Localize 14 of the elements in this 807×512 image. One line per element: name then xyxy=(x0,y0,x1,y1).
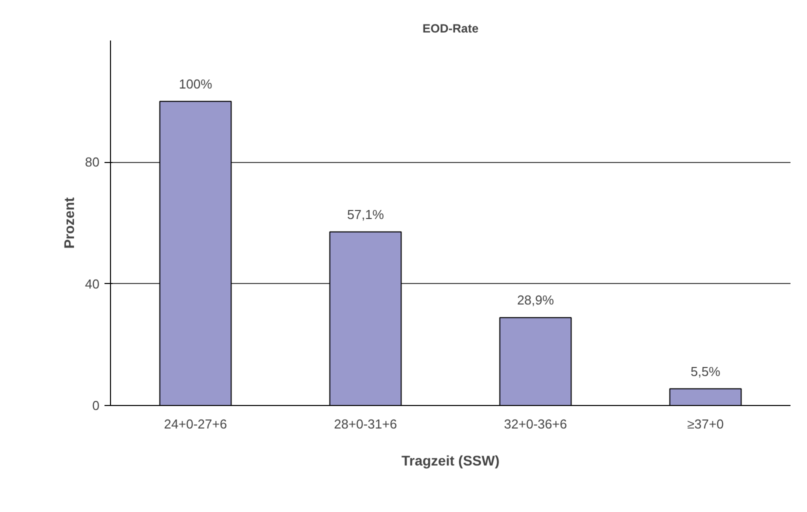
x-tick-label: ≥37+0 xyxy=(687,416,724,432)
x-axis-title: Tragzeit (SSW) xyxy=(401,452,500,468)
y-tick-label: 40 xyxy=(85,276,100,292)
x-tick-label: 28+0-31+6 xyxy=(334,416,397,432)
y-axis-title: Prozent xyxy=(61,196,78,249)
y-tick-label: 0 xyxy=(92,398,100,413)
data-label: 5,5% xyxy=(690,364,721,379)
x-tick-label: 32+0-36+6 xyxy=(504,416,567,432)
data-label: 57,1% xyxy=(347,206,384,222)
data-label: 28,9% xyxy=(517,292,554,308)
data-label: 100% xyxy=(178,76,213,92)
chart-title: EOD-Rate xyxy=(422,22,479,36)
y-tick-label: 80 xyxy=(85,154,100,170)
x-tick-label: 24+0-27+6 xyxy=(164,416,227,432)
